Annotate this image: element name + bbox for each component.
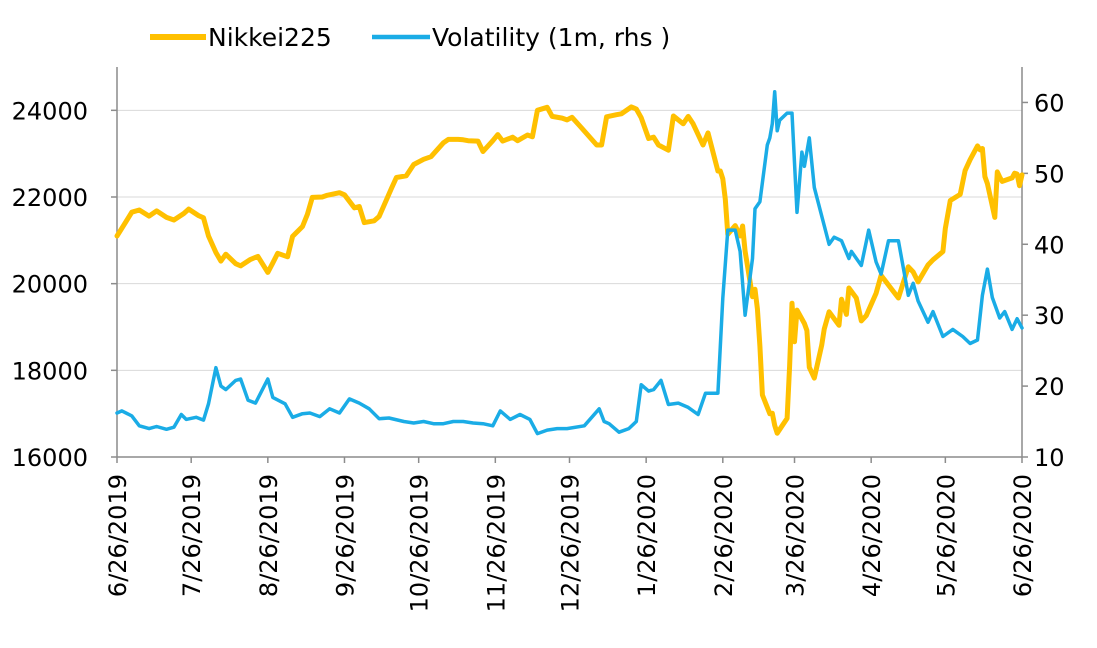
y-right-tick-label: 60 (1034, 89, 1065, 117)
legend: Nikkei225 Volatility (1m, rhs ) (150, 23, 670, 52)
y-right-tick-label: 50 (1034, 160, 1065, 188)
x-tick-label: 3/26/2020 (782, 474, 810, 597)
series-line-volatility (115, 90, 1024, 436)
y-left-tick-label: 22000 (12, 184, 88, 212)
legend-label: Nikkei225 (208, 23, 332, 52)
x-tick-label: 9/26/2019 (331, 474, 359, 597)
gridlines (117, 109, 1022, 371)
x-tick-label: 12/26/2019 (557, 474, 585, 612)
y-left-tick-label: 18000 (12, 357, 88, 385)
y-right-tick-label: 10 (1034, 444, 1065, 472)
legend-label: Volatility (1m, rhs ) (432, 23, 670, 52)
series-line-nikkei225 (114, 104, 1025, 436)
series-layer (114, 90, 1025, 436)
x-tick-label: 10/26/2019 (406, 474, 434, 612)
y-right-tick-label: 30 (1034, 302, 1065, 330)
y-left-tick-label: 24000 (12, 97, 88, 125)
x-tick-label: 6/26/2019 (104, 474, 132, 597)
x-tick-label: 7/26/2019 (178, 474, 206, 597)
x-tick-label: 8/26/2019 (255, 474, 283, 597)
y-left-tick-label: 16000 (12, 444, 88, 472)
y-right-tick-label: 40 (1034, 231, 1065, 259)
x-tick-label: 1/26/2020 (633, 474, 661, 597)
y-left-tick-label: 20000 (12, 271, 88, 299)
x-tick-label: 5/26/2020 (932, 474, 960, 597)
x-tick-label: 11/26/2019 (482, 474, 510, 612)
axes: 16000 18000 20000 22000 24000 10 20 30 40 50 60 6/2… (12, 67, 1065, 612)
x-tick-label: 4/26/2020 (858, 474, 886, 597)
y-right-tick-label: 20 (1034, 373, 1065, 401)
x-tick-label: 2/26/2020 (710, 474, 738, 597)
x-tick-label: 6/26/2020 (1009, 474, 1037, 597)
